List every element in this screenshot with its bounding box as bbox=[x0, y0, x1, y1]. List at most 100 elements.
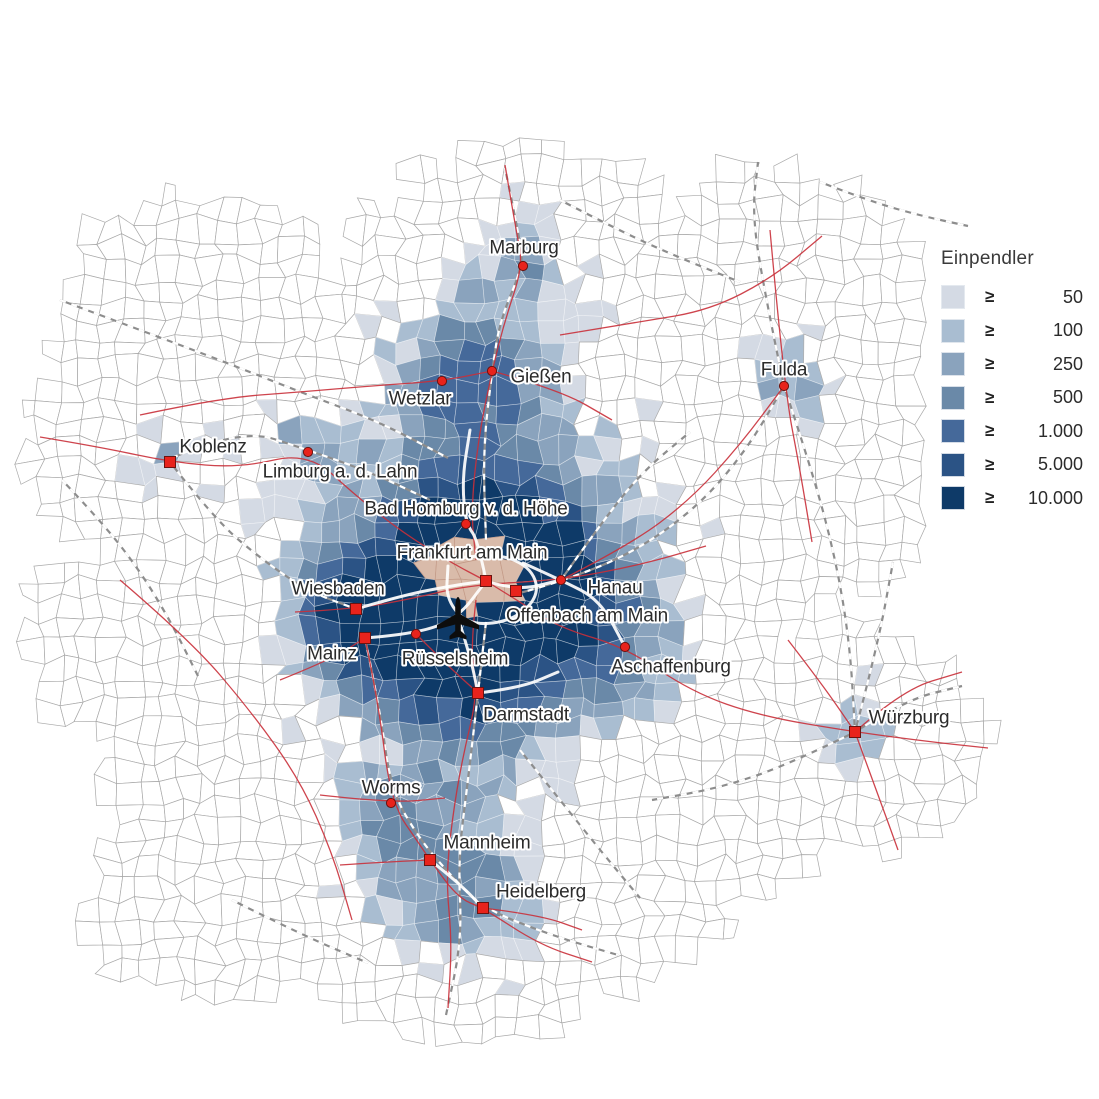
legend-row-5: ≥5.000 bbox=[941, 452, 1083, 477]
municipality-cell bbox=[537, 320, 566, 344]
municipality-cell bbox=[893, 374, 927, 407]
municipality-cell bbox=[241, 573, 264, 607]
municipality-cell bbox=[79, 273, 105, 306]
railways-layer bbox=[59, 161, 969, 1016]
railway-line-dashes bbox=[171, 434, 431, 501]
road-line bbox=[854, 731, 899, 851]
municipality-cell bbox=[614, 796, 641, 819]
municipality-cell bbox=[594, 353, 627, 380]
legend-title: Einpendler bbox=[941, 248, 1034, 269]
municipality-cell bbox=[983, 719, 1002, 745]
municipality-cell bbox=[619, 975, 640, 1002]
municipality-cell bbox=[41, 339, 65, 364]
municipality-cell bbox=[494, 1016, 518, 1038]
legend-row-0: ≥50 bbox=[941, 285, 1083, 309]
city-marker-mannheim bbox=[424, 854, 436, 866]
municipality-cell bbox=[860, 339, 879, 366]
motorway-line bbox=[428, 858, 485, 910]
city-label-gie-en: Gießen bbox=[510, 367, 571, 388]
municipality-cell bbox=[674, 935, 699, 966]
city-label-mainz: Mainz bbox=[307, 644, 357, 665]
city-marker-darmstadt bbox=[472, 687, 484, 699]
railway-line-dashes bbox=[61, 479, 199, 677]
road-line bbox=[560, 385, 785, 581]
railway-line-dashes bbox=[819, 180, 969, 228]
municipality-cell bbox=[177, 353, 197, 382]
city-label-bad-homburg-v-d-h-he: Bad Homburg v. d. Höhe bbox=[364, 499, 567, 520]
city-marker-fulda bbox=[778, 380, 790, 392]
railway-line-dashes bbox=[782, 385, 857, 733]
city-marker-r-sselsheim bbox=[410, 628, 422, 640]
city-label-wetzlar: Wetzlar bbox=[389, 389, 453, 410]
municipality-cell bbox=[756, 873, 777, 901]
municipality-cell bbox=[417, 476, 439, 498]
municipality-cell bbox=[856, 521, 887, 546]
motorway-line bbox=[476, 670, 560, 695]
municipality-cell bbox=[34, 377, 63, 404]
road-line bbox=[119, 579, 353, 921]
municipality-cell bbox=[217, 816, 242, 846]
municipality-cell bbox=[734, 737, 767, 756]
railway-line-dashes bbox=[854, 684, 963, 733]
municipality-cell bbox=[75, 339, 101, 360]
municipality-cell bbox=[418, 723, 444, 743]
municipality-cell bbox=[742, 603, 757, 623]
municipality-cell bbox=[842, 780, 858, 797]
geq-symbol: ≥ bbox=[985, 320, 995, 340]
legend-value: 5.000 bbox=[1037, 454, 1083, 474]
municipality-cell bbox=[118, 517, 145, 537]
road-line bbox=[139, 370, 493, 416]
city-marker-frankfurt-am-main bbox=[480, 575, 492, 587]
motorway-line bbox=[354, 579, 488, 611]
municipality-cell bbox=[554, 735, 582, 763]
municipality-cell bbox=[321, 520, 340, 543]
geq-symbol: ≥ bbox=[985, 354, 995, 373]
city-marker-offenbach-am-main bbox=[510, 585, 522, 597]
city-marker-aschaffenburg bbox=[619, 641, 631, 653]
municipality-cell bbox=[238, 498, 266, 525]
city-label-r-sselsheim: Rüsselsheim bbox=[402, 649, 509, 670]
municipality-cell bbox=[754, 194, 784, 222]
municipality-cell bbox=[453, 277, 485, 304]
municipality-cell bbox=[123, 296, 145, 320]
railway-line bbox=[853, 561, 895, 733]
city-marker-koblenz bbox=[164, 456, 176, 468]
road-line bbox=[39, 436, 487, 582]
municipality-cell bbox=[33, 562, 66, 585]
legend-value: 250 bbox=[1052, 353, 1083, 374]
railway-line-dashes bbox=[363, 637, 619, 957]
railway-line bbox=[483, 167, 523, 541]
railway-line-dashes bbox=[651, 731, 856, 802]
road-line bbox=[769, 229, 813, 543]
railway-line-dashes bbox=[444, 621, 488, 1016]
railway-line-dashes bbox=[231, 899, 369, 965]
municipality-cell bbox=[341, 982, 358, 1004]
municipality-cell bbox=[199, 457, 226, 487]
municipality-cell bbox=[581, 505, 599, 524]
road-line bbox=[482, 907, 583, 931]
city-marker-wetzlar bbox=[436, 375, 448, 387]
city-label-limburg-a-d-lahn: Limburg a. d. Lahn bbox=[263, 462, 418, 483]
municipality-cell bbox=[537, 298, 567, 322]
municipality-cell bbox=[817, 194, 844, 220]
municipality-cell bbox=[214, 219, 239, 246]
geq-symbol: ≥ bbox=[985, 454, 995, 474]
railway-line bbox=[560, 431, 691, 581]
city-label-darmstadt: Darmstadt bbox=[483, 705, 570, 726]
municipality-cell bbox=[754, 620, 783, 637]
city-label-wiesbaden: Wiesbaden bbox=[291, 579, 384, 600]
legend-swatch bbox=[941, 318, 965, 343]
road-line bbox=[485, 580, 989, 749]
municipality-cell bbox=[495, 403, 522, 426]
legend-value: 500 bbox=[1052, 387, 1083, 407]
municipality-cell bbox=[396, 297, 425, 324]
municipality-cell bbox=[562, 678, 585, 699]
municipality-cell bbox=[538, 1014, 566, 1040]
city-label-worms: Worms bbox=[362, 778, 421, 799]
municipality-cell bbox=[277, 215, 305, 237]
municipality-cell bbox=[35, 476, 63, 505]
legend-row-6: ≥10.000 bbox=[941, 486, 1083, 510]
city-label-koblenz: Koblenz bbox=[179, 437, 246, 458]
city-marker-worms bbox=[385, 797, 397, 809]
